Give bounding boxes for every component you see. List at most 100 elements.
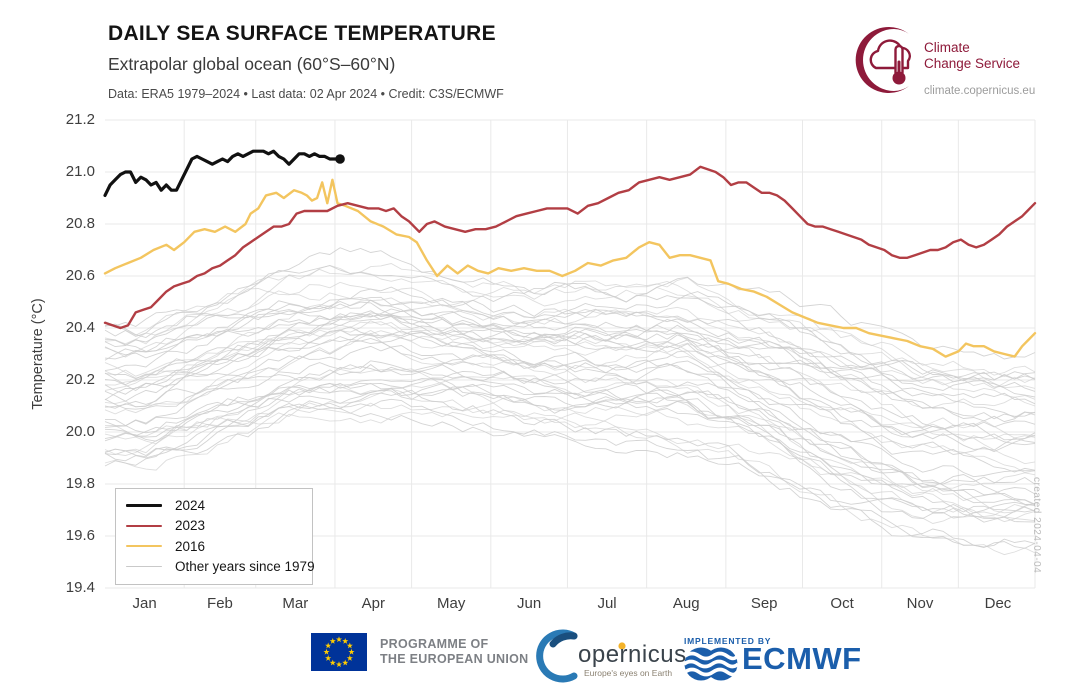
ecmwf-wave-1	[683, 651, 739, 661]
y-tick-label: 21.2	[65, 111, 95, 128]
x-tick-label: Jul	[597, 595, 617, 612]
other-year-line	[104, 403, 1036, 548]
ecmwf-wave-3	[683, 667, 739, 677]
other-year-line	[104, 268, 1036, 376]
series-line-2024	[103, 149, 342, 197]
other-year-line	[104, 382, 1036, 506]
eu-star	[325, 655, 332, 661]
legend-item-other: Other years since 1979	[126, 557, 315, 578]
other-year-line	[104, 308, 1036, 451]
y-tick-label: 20.6	[65, 267, 95, 284]
other-year-line	[104, 277, 1036, 390]
copernicus-logo-icon	[536, 629, 626, 683]
eu-star	[329, 637, 336, 644]
other-year-line	[104, 320, 1036, 442]
other-year-line	[104, 411, 1036, 556]
c3s-service-name: Climate Change Service	[924, 40, 1020, 72]
eu-star	[323, 648, 330, 655]
other-year-line	[104, 364, 1036, 523]
other-year-line	[104, 314, 1036, 405]
other-year-line	[104, 296, 1036, 381]
other-year-line	[104, 299, 1036, 409]
ecmwf-wave-2	[682, 659, 740, 669]
eu-programme-line2: THE EUROPEAN UNION	[380, 652, 529, 666]
legend-label: 2023	[175, 518, 206, 534]
series-end-dot-2024	[335, 154, 345, 164]
y-tick-label: 20.2	[65, 371, 95, 388]
copernicus-crescent-shade	[549, 632, 578, 648]
eu-star	[346, 655, 353, 661]
eu-star	[342, 637, 349, 644]
c3s-cloud	[869, 39, 911, 70]
other-year-line	[104, 351, 1036, 505]
x-tick-label: Mar	[282, 595, 309, 612]
other-year-line	[104, 364, 1036, 513]
y-tick-label: 20.8	[65, 215, 95, 232]
series-line-2016	[103, 178, 1037, 358]
c3s-url: climate.copernicus.eu	[924, 85, 1036, 97]
ecmwf-logo-icon	[682, 647, 740, 681]
legend-swatch	[126, 566, 162, 568]
eu-star	[335, 636, 343, 643]
other-year-line	[104, 301, 1036, 423]
x-tick-label: Jun	[517, 595, 542, 612]
eu-programme-text: PROGRAMME OF THE EUROPEAN UNION	[380, 637, 528, 667]
other-year-line	[104, 389, 1036, 549]
copernicus-tagline: Europe's eyes on Earth	[584, 668, 673, 678]
y-tick-label: 19.6	[65, 527, 95, 544]
y-tick-label: 21.0	[65, 163, 95, 180]
created-date-watermark: created 2024-04-04	[1031, 477, 1042, 574]
legend-item-2016: 2016	[126, 536, 302, 557]
legend-swatch	[126, 524, 162, 527]
x-tick-label: May	[437, 595, 466, 612]
other-year-line	[104, 329, 1036, 439]
legend-label: 2016	[175, 538, 206, 554]
chart-meta-line: Data: ERA5 1979–2024 • Last data: 02 Apr…	[108, 87, 504, 101]
other-year-line	[105, 400, 1036, 524]
copernicus-wordmark: opernicus	[578, 641, 687, 668]
other-year-line	[104, 375, 1036, 523]
ecmwf-wordmark: ECMWF	[742, 641, 862, 676]
x-tick-label: Dec	[984, 595, 1012, 612]
legend-label: 2024	[175, 497, 206, 513]
x-tick-label: Apr	[361, 595, 385, 612]
other-year-line	[104, 291, 1036, 392]
legend-label: Other years since 1979	[175, 559, 315, 575]
y-tick-label: 19.4	[65, 579, 95, 596]
eu-star	[335, 661, 343, 668]
chart-subtitle: Extrapolar global ocean (60°S–60°N)	[108, 54, 396, 74]
c3s-thermometer-bulb	[892, 71, 906, 85]
x-tick-label: Jan	[132, 595, 157, 612]
legend-item-2024: 2024	[126, 495, 302, 516]
other-year-line	[104, 265, 1036, 360]
eu-star	[348, 648, 355, 655]
y-tick-label: 19.8	[65, 475, 95, 492]
c3s-name-line1: Climate	[924, 40, 970, 55]
implemented-by-label: IMPLEMENTED BY	[684, 636, 772, 646]
copernicus-sun-dot	[618, 642, 626, 650]
eu-programme-line1: PROGRAMME OF	[380, 637, 489, 651]
eu-flag-stars	[323, 636, 355, 668]
chart-legend: 2024 2023 2016 Other years since 1979	[115, 488, 315, 585]
other-year-line	[104, 299, 1036, 398]
x-tick-label: Nov	[906, 595, 934, 612]
eu-star	[329, 659, 336, 666]
eu-star	[342, 659, 349, 666]
c3s-name-line2: Change Service	[924, 56, 1021, 71]
copernicus-crescent	[536, 629, 578, 683]
eu-star	[325, 642, 332, 649]
other-year-line	[104, 312, 1036, 420]
other-year-line	[104, 370, 1036, 485]
other-year-line	[104, 332, 1036, 492]
other-year-line	[104, 378, 1036, 507]
x-tick-label: Oct	[830, 595, 854, 612]
other-year-line	[104, 247, 1036, 381]
legend-item-2023: 2023	[126, 516, 302, 537]
other-year-line	[104, 329, 1036, 473]
legend-swatch	[126, 503, 162, 507]
other-year-line	[104, 345, 1035, 478]
eu-flag-icon	[311, 633, 367, 671]
other-year-line	[104, 321, 1036, 465]
